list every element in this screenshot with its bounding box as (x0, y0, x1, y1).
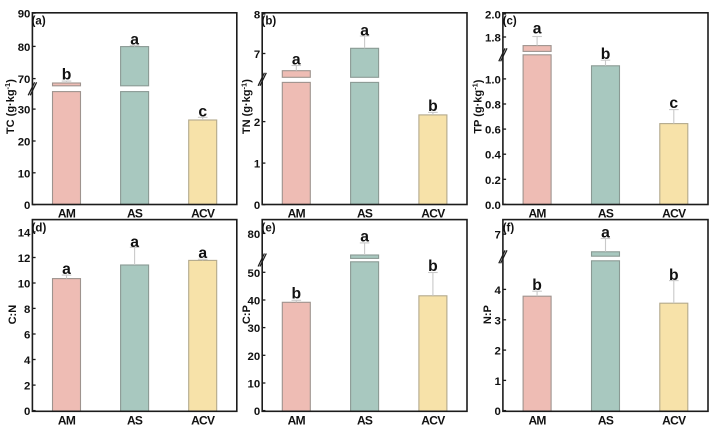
svg-text:1.8: 1.8 (485, 33, 501, 45)
svg-text:a: a (360, 228, 369, 245)
svg-text:AS: AS (127, 413, 143, 427)
svg-text:0: 0 (254, 406, 260, 418)
svg-text:10: 10 (18, 168, 31, 180)
svg-text:2: 2 (254, 117, 260, 129)
svg-text:C:N: C:N (7, 305, 19, 325)
svg-text:14: 14 (18, 227, 31, 239)
svg-text:AS: AS (127, 206, 143, 220)
svg-text:0.8: 0.8 (485, 100, 501, 112)
svg-text:b: b (292, 285, 302, 302)
svg-text:TN (g·kg-1): TN (g·kg-1) (239, 79, 253, 134)
svg-text:b: b (428, 258, 438, 275)
svg-text:TC (g·kg-1): TC (g·kg-1) (3, 79, 17, 134)
svg-text:a: a (130, 234, 139, 251)
svg-text:0: 0 (495, 406, 501, 418)
svg-text:70: 70 (18, 74, 31, 86)
svg-text:0.4: 0.4 (485, 150, 501, 162)
svg-text:TP (g·kg-1): TP (g·kg-1) (471, 79, 485, 133)
svg-text:0: 0 (24, 406, 30, 418)
svg-text:30: 30 (18, 105, 31, 117)
svg-text:AM: AM (528, 413, 546, 427)
svg-text:6: 6 (24, 330, 30, 342)
svg-text:50: 50 (248, 268, 261, 280)
svg-text:ACV: ACV (421, 413, 445, 427)
svg-text:b: b (669, 267, 679, 284)
svg-text:7: 7 (254, 49, 260, 61)
svg-text:AS: AS (598, 413, 614, 427)
svg-text:80: 80 (248, 229, 261, 241)
svg-text:b: b (62, 67, 72, 84)
svg-text:4: 4 (24, 355, 31, 367)
svg-text:8: 8 (24, 304, 30, 316)
svg-text:AM: AM (288, 413, 306, 427)
svg-text:C:P: C:P (241, 305, 253, 324)
svg-text:90: 90 (18, 9, 31, 21)
svg-text:a: a (533, 21, 542, 38)
svg-text:a: a (360, 23, 369, 40)
svg-text:0: 0 (254, 200, 260, 212)
svg-text:a: a (292, 51, 301, 68)
svg-text:4: 4 (495, 285, 502, 297)
svg-text:1: 1 (495, 376, 502, 388)
svg-text:20: 20 (248, 351, 261, 363)
svg-text:10: 10 (18, 279, 31, 291)
svg-text:AS: AS (357, 206, 373, 220)
svg-text:(b): (b) (262, 16, 277, 28)
svg-text:0.6: 0.6 (485, 125, 501, 137)
svg-text:c: c (198, 104, 207, 121)
svg-text:a: a (198, 245, 207, 262)
svg-text:(d): (d) (32, 222, 47, 234)
svg-text:c: c (669, 95, 678, 112)
svg-text:(c): (c) (503, 16, 517, 28)
svg-text:2.0: 2.0 (485, 10, 501, 22)
svg-text:0.0: 0.0 (485, 200, 501, 212)
svg-text:a: a (601, 225, 610, 242)
svg-text:(a): (a) (32, 16, 46, 28)
svg-text:40: 40 (248, 296, 261, 308)
svg-text:ACV: ACV (421, 206, 445, 220)
svg-text:a: a (62, 261, 71, 278)
svg-text:8: 8 (254, 10, 260, 22)
svg-text:AS: AS (598, 206, 614, 220)
svg-text:20: 20 (18, 137, 31, 149)
svg-text:3: 3 (495, 315, 501, 327)
svg-text:2: 2 (495, 346, 501, 358)
svg-text:(e): (e) (262, 222, 276, 234)
svg-text:AS: AS (357, 413, 373, 427)
svg-text:0: 0 (24, 200, 30, 212)
svg-text:2: 2 (24, 381, 30, 393)
svg-text:b: b (532, 277, 542, 294)
svg-text:AM: AM (528, 206, 546, 220)
svg-text:ACV: ACV (662, 206, 686, 220)
svg-text:ACV: ACV (191, 206, 215, 220)
svg-text:80: 80 (18, 42, 31, 54)
svg-text:1: 1 (254, 159, 261, 171)
svg-text:AM: AM (58, 206, 76, 220)
svg-text:a: a (130, 31, 139, 48)
svg-text:b: b (601, 46, 611, 63)
svg-text:12: 12 (18, 253, 31, 265)
svg-text:b: b (428, 98, 438, 115)
svg-text:7: 7 (495, 230, 501, 242)
svg-text:AM: AM (288, 206, 306, 220)
svg-text:30: 30 (248, 323, 261, 335)
svg-text:0.2: 0.2 (485, 175, 501, 187)
svg-text:10: 10 (248, 379, 261, 391)
svg-text:AM: AM (58, 413, 76, 427)
svg-text:ACV: ACV (191, 413, 215, 427)
svg-text:ACV: ACV (662, 413, 686, 427)
svg-text:1.0: 1.0 (485, 74, 501, 86)
svg-text:N:P: N:P (482, 305, 494, 324)
svg-text:(f): (f) (503, 222, 515, 234)
